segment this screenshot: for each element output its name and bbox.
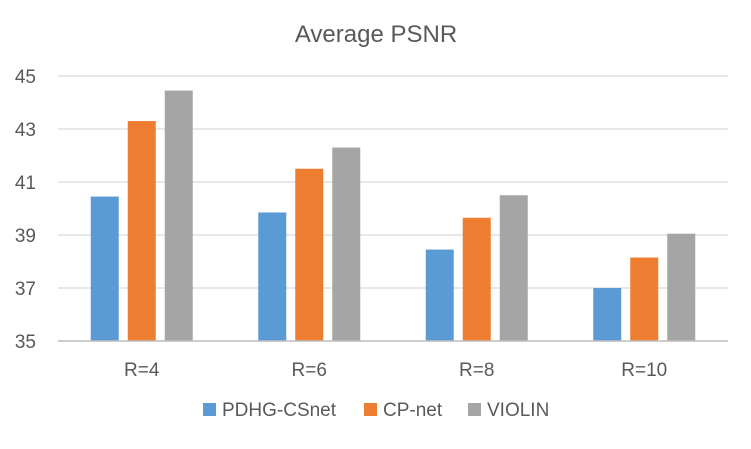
bar-violin-r=4 [164, 90, 193, 341]
bar-cp-net-r=10 [630, 257, 659, 341]
x-category-label: R=10 [621, 360, 667, 381]
y-tick-label: 35 [15, 332, 36, 353]
legend-item-pdhg-csnet: PDHG-CSnet [203, 400, 337, 421]
x-category-label: R=8 [459, 360, 494, 381]
bar-cp-net-r=4 [127, 121, 156, 341]
legend-swatch [364, 403, 377, 416]
bar-violin-r=8 [499, 195, 528, 341]
y-tick-label: 39 [15, 226, 36, 247]
bar-violin-r=6 [332, 147, 361, 341]
x-axis: R=4 R=6 R=8 R=10 [58, 340, 728, 381]
bar-cp-net-r=6 [295, 168, 324, 341]
y-tick-label: 45 [15, 67, 36, 88]
legend-item-violin: VIOLIN [468, 400, 549, 421]
legend-swatch [203, 403, 216, 416]
chart-title: Average PSNR [295, 21, 457, 48]
y-axis: 35 37 39 41 43 45 [15, 67, 36, 353]
bar-violin-r=10 [667, 233, 696, 341]
x-category-label: R=4 [124, 360, 160, 381]
x-category-label: R=6 [292, 360, 327, 381]
y-tick-label: 41 [15, 173, 36, 194]
legend-label: PDHG-CSnet [222, 400, 337, 421]
y-tick-label: 43 [15, 120, 36, 141]
legend-item-cp-net: CP-net [364, 400, 443, 421]
bar-cp-net-r=8 [462, 217, 491, 341]
bar-pdhg-csnet-r=4 [90, 196, 119, 341]
legend-swatch [468, 403, 481, 416]
bar-pdhg-csnet-r=6 [258, 212, 287, 341]
bar-pdhg-csnet-r=10 [593, 288, 622, 341]
legend: PDHG-CSnet CP-net VIOLIN [203, 400, 549, 421]
bars [90, 90, 696, 341]
legend-label: VIOLIN [487, 400, 549, 421]
gridlines [58, 75, 728, 342]
bar-pdhg-csnet-r=8 [425, 249, 454, 341]
legend-label: CP-net [383, 400, 443, 421]
y-tick-label: 37 [15, 279, 36, 300]
